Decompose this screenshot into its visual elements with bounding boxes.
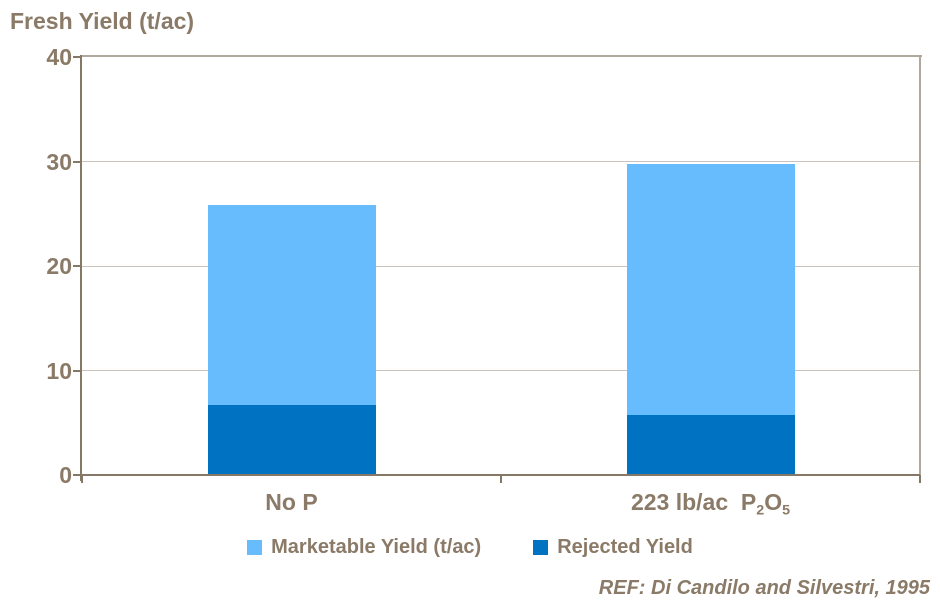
- x-axis-tick-mark: [81, 475, 83, 483]
- gridline-10: [82, 370, 920, 371]
- legend-label-marketable-yield-t-ac: Marketable Yield (t/ac): [271, 535, 482, 558]
- y-axis-tick-mark: [73, 160, 82, 163]
- legend: Marketable Yield (t/ac) Rejected Yield: [0, 536, 940, 558]
- legend-item-marketable-yield-t-ac: Marketable Yield (t/ac): [247, 536, 481, 559]
- x-axis-tick-mark: [500, 475, 502, 483]
- x-axis-label-223-lb-ac-p-o: 223 lb/ac P2O5: [630, 489, 791, 519]
- plot-area: [82, 57, 920, 475]
- legend-swatch-rejected-yield: [533, 539, 549, 555]
- y-axis-tick-label: 40: [46, 44, 72, 70]
- y-axis-tick-mark: [73, 56, 82, 58]
- legend-label-rejected-yield: Rejected Yield: [557, 535, 693, 558]
- bar-223-lb-ac-p-o-rejected-yield-segment: [626, 415, 795, 475]
- bar-no-p-marketable-yield-t-ac-segment: [207, 205, 376, 405]
- y-axis-tick-label: 30: [46, 148, 72, 175]
- plot-border-top: [80, 55, 922, 57]
- legend-item-rejected-yield: Rejected Yield: [533, 536, 693, 559]
- plot-border-right: [919, 55, 921, 475]
- legend-swatch-marketable-yield-t-ac: [247, 539, 263, 555]
- x-axis-label-no-p: No P: [265, 489, 318, 515]
- reference-citation: REF: Di Candilo and Silvestri, 1995: [598, 577, 930, 599]
- y-axis-tick-mark: [73, 369, 82, 372]
- bar-223-lb-ac-p-o-marketable-yield-t-ac-segment: [626, 163, 795, 416]
- x-axis-tick-mark: [919, 475, 921, 483]
- y-axis-tick-mark: [73, 265, 82, 267]
- gridline-30: [82, 161, 920, 162]
- gridline-20: [82, 265, 920, 267]
- y-axis-tick-label: 10: [46, 357, 72, 384]
- y-axis-line: [80, 55, 82, 481]
- y-axis-tick-mark: [73, 474, 82, 476]
- x-axis-line: [80, 474, 920, 476]
- y-axis-tick-label: 0: [59, 462, 72, 488]
- y-axis-title: Fresh Yield (t/ac): [10, 8, 195, 34]
- y-axis-tick-label: 20: [46, 253, 72, 279]
- bar-no-p-rejected-yield-segment: [207, 405, 376, 475]
